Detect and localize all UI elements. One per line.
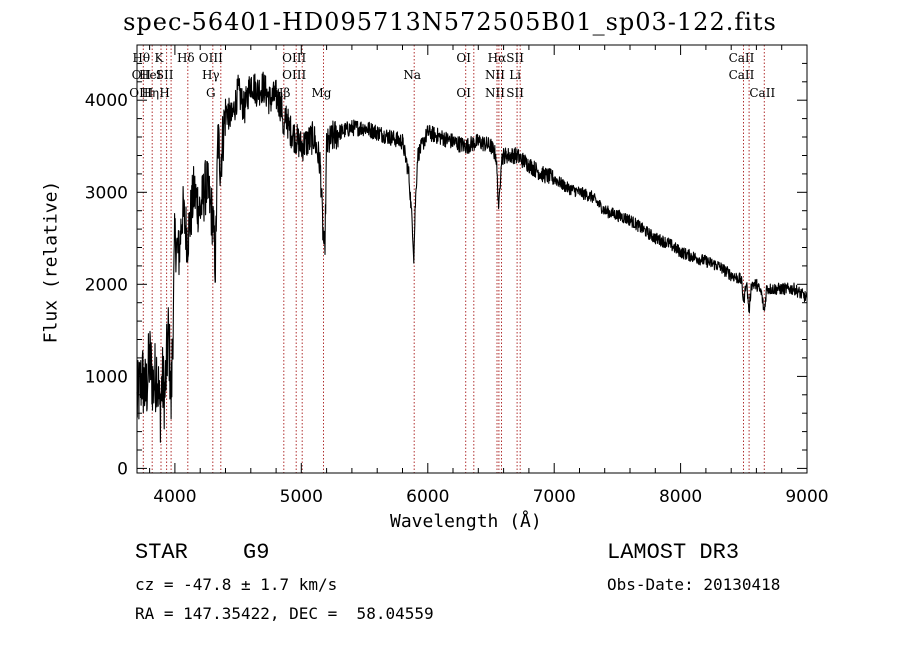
y-tick-label: 3000	[85, 183, 128, 203]
line-marker-label: Hη	[141, 86, 159, 100]
x-tick-label: 7000	[533, 487, 576, 507]
line-marker-label: CaII	[749, 86, 775, 100]
line-marker-label: Li	[509, 68, 521, 82]
spectrum-line	[136, 71, 808, 443]
emission-line-markers	[142, 45, 765, 473]
line-marker-label: CaII	[729, 51, 755, 65]
x-tick-label: 6000	[406, 487, 449, 507]
line-marker-label: K	[155, 51, 165, 65]
x-tick-label: 9000	[785, 487, 828, 507]
plot-frame	[136, 44, 808, 474]
y-tick-label: 1000	[85, 367, 128, 387]
coordinates: RA = 147.35422, DEC = 58.04559	[135, 604, 434, 623]
y-tick-label: 2000	[85, 275, 128, 295]
observation-date: Obs-Date: 20130418	[607, 575, 781, 594]
object-class: STAR	[135, 540, 188, 565]
line-marker-label: H	[159, 86, 169, 100]
line-marker-label: HeI	[139, 68, 162, 82]
x-tick-label: 8000	[659, 487, 702, 507]
line-marker-label: Hδ	[177, 51, 195, 65]
line-marker-label: NII	[485, 68, 505, 82]
line-marker-label: Na	[403, 68, 421, 82]
line-marker-label: CaII	[729, 68, 755, 82]
line-marker-label: Hγ	[202, 68, 220, 82]
redshift-velocity: cz = -47.8 ± 1.7 km/s	[135, 575, 338, 594]
x-tick-label: 4000	[153, 487, 196, 507]
y-axis-label: Flux (relative)	[40, 180, 62, 344]
line-marker-label: Mg	[312, 86, 332, 100]
survey-name: LAMOST DR3	[607, 540, 740, 565]
line-marker-label: OI	[456, 86, 471, 100]
spectrum-series	[136, 71, 808, 443]
line-marker-label: Hα	[488, 51, 507, 65]
line-marker-label: SII	[156, 68, 174, 82]
line-marker-label: OIII	[282, 51, 306, 65]
y-tick-label: 0	[117, 459, 128, 479]
x-axis-label: Wavelength (Å)	[390, 511, 542, 532]
line-marker-label: OI	[456, 51, 471, 65]
x-tick-label: 5000	[280, 487, 323, 507]
line-marker-label: SII	[506, 51, 524, 65]
line-marker-label: SII	[506, 86, 524, 100]
axis-ticks: 4000 5000 6000 7000 8000 9000 0 1000 2000 3000 400…	[85, 45, 829, 507]
line-marker-label: OIII	[199, 51, 223, 65]
line-marker-label: OIII	[129, 86, 153, 100]
line-marker-label: OIII	[282, 68, 306, 82]
object-subclass: G9	[243, 540, 270, 565]
line-marker-label: G	[206, 86, 216, 100]
line-marker-label: NII	[485, 86, 505, 100]
y-tick-label: 4000	[85, 91, 128, 111]
chart-title: spec-56401-HD095713N572505B01_sp03-122.f…	[123, 8, 777, 36]
